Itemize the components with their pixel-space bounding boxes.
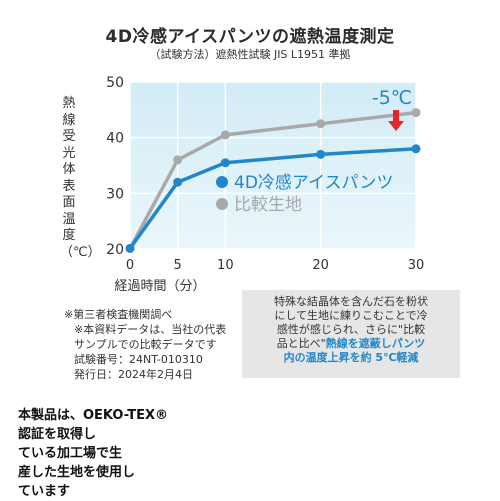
description-line: にして生地に練りこむことで冷 [274, 309, 428, 322]
description-highlight: 熱線を遮蔽しパンツ [325, 337, 426, 350]
note-line: 発行日：2024年2月4日 [74, 368, 193, 381]
y-tick-label: 20 [106, 242, 124, 258]
data-point-comparison [220, 130, 230, 140]
red-arrow-head [388, 121, 404, 131]
footer-line: 認証を取得し [18, 427, 97, 442]
y-tick-label: 30 [106, 186, 124, 202]
y-tick-label: 40 [106, 131, 124, 147]
note-line: ※第三者検査機関調べ [64, 308, 173, 321]
legend-label: 4D冷感アイスパンツ [234, 173, 393, 193]
x-tick-label: 10 [217, 258, 234, 273]
note-line: 試験番号：24NT-010310 [74, 353, 203, 366]
footer-line: 本製品は、OEKO-TEX® [18, 408, 168, 423]
data-point-ice-pants [173, 177, 183, 187]
data-point-ice-pants [220, 158, 230, 168]
data-point-ice-pants [125, 243, 135, 253]
note-line: サンプルでの比較データです [74, 338, 217, 351]
feature-description-box: 特殊な結晶体を含んだ石を粉状 にして生地に練りこむことで冷 感性が感じられ、さら… [242, 290, 460, 378]
legend-marker [216, 198, 228, 210]
description-text: 品と比べ" [276, 337, 326, 350]
legend-marker [216, 176, 228, 188]
temperature-difference-label: -5℃ [372, 87, 412, 109]
x-tick-label: 5 [174, 258, 182, 273]
data-point-ice-pants [316, 149, 326, 159]
y-axis-label: 熱線受光体表面温度（℃） [60, 96, 101, 260]
description-highlight: 内の温度上昇を約 5℃軽減 [283, 351, 419, 364]
y-tick-label: 50 [106, 75, 124, 91]
description-line: 感性が感じられ、さらに"比較 [276, 323, 426, 336]
test-method-subtitle: （試験方法）遮熱性試験 JIS L1951 準拠 [149, 48, 351, 61]
description-line: 特殊な結晶体を含んだ石を粉状 [274, 295, 428, 308]
data-point-ice-pants [411, 144, 421, 154]
x-tick-label: 30 [408, 258, 425, 273]
x-axis-label: 経過時間（分） [114, 279, 206, 294]
x-tick-label: 0 [126, 258, 134, 273]
data-point-comparison [173, 155, 183, 165]
footer-line: 産した生地を使用し [18, 465, 136, 480]
certification-text: 本製品は、OEKO-TEX® 認証を取得し ている加工場で生 産した生地を使用し… [18, 406, 218, 501]
test-notes: ※第三者検査機関調べ ※本資料データは、当社の代表 サンプルでの比較データです … [64, 307, 254, 382]
note-line: ※本資料データは、当社の代表 [74, 323, 227, 336]
page-title: 4D冷感アイスパンツの遮熱温度測定 [105, 27, 395, 47]
data-point-comparison [411, 108, 421, 118]
description-line: 品と比べ"熱線を遮蔽しパンツ [250, 337, 452, 351]
footer-line: ている加工場で生 [18, 446, 123, 461]
data-point-comparison [316, 119, 326, 129]
red-arrow-shaft [393, 110, 399, 122]
legend-label: 比較生地 [234, 195, 302, 215]
footer-line: ています [18, 484, 71, 499]
x-tick-label: 20 [312, 258, 329, 273]
